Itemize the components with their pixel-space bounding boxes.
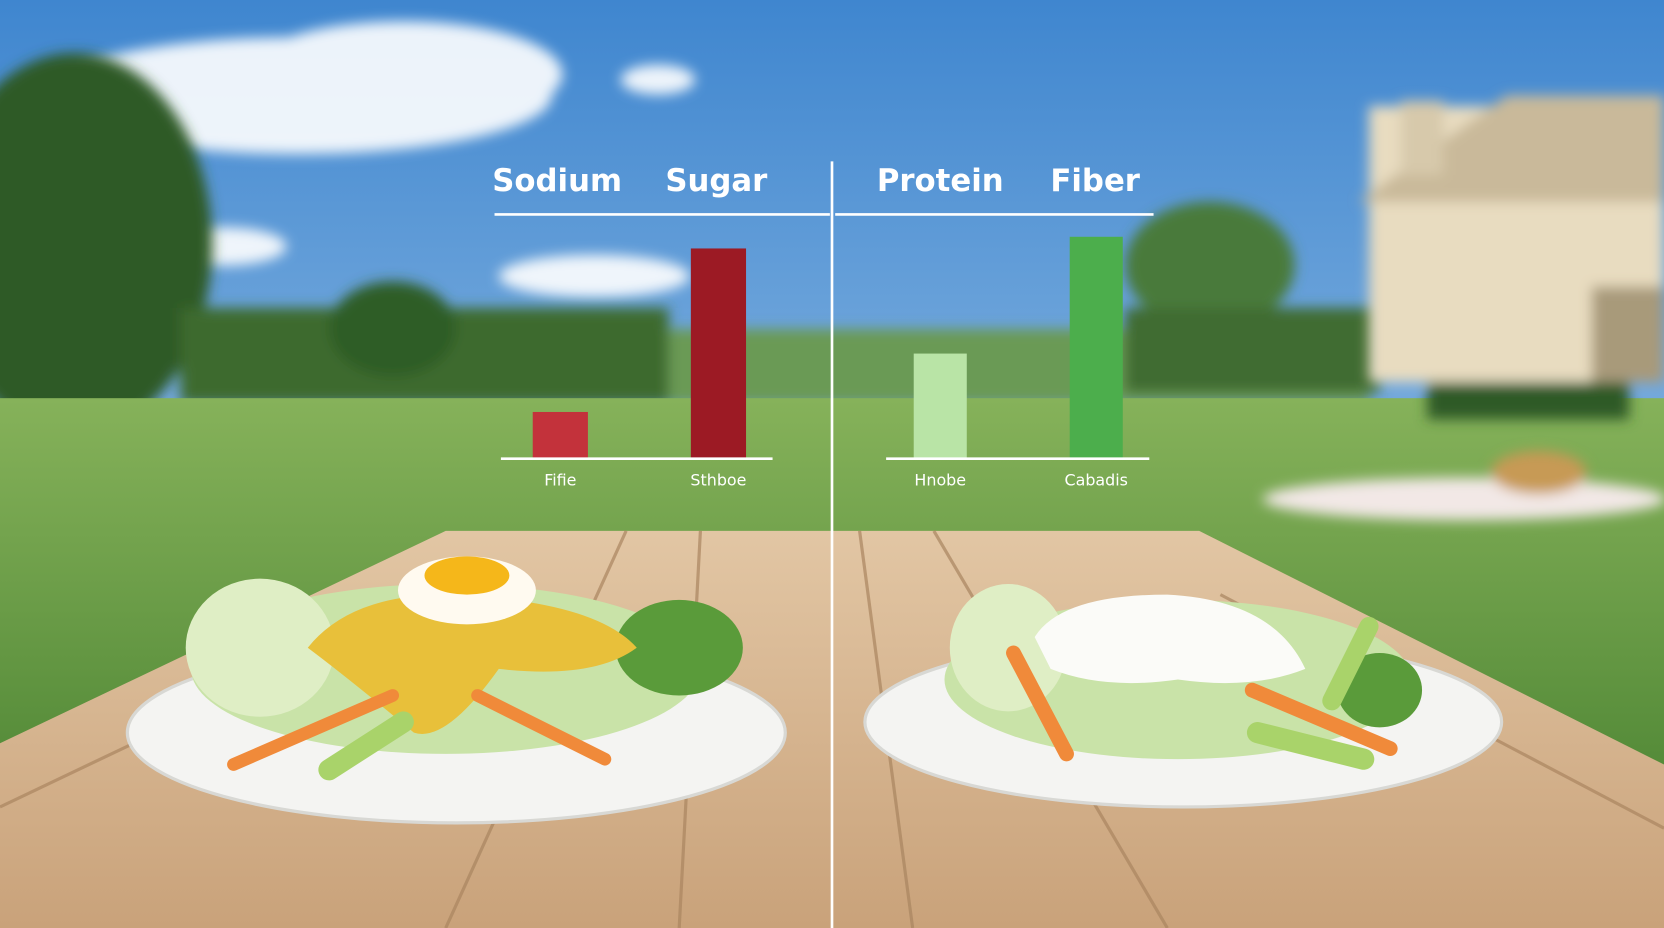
category-label: Sthboe xyxy=(690,470,746,489)
category-label: Cabadis xyxy=(1064,470,1127,489)
bar xyxy=(913,353,967,459)
bar xyxy=(1069,236,1123,459)
category-label: Fifie xyxy=(544,470,576,489)
salad-left xyxy=(185,556,743,781)
category-label: Hnobe xyxy=(914,470,966,489)
charts: Sodium Sugar Fifie Sthboe Protein Fiber Hnobe C… xyxy=(492,163,1154,489)
salad-right xyxy=(944,583,1423,770)
panel-header: Sodium xyxy=(492,163,622,199)
panel-header: Sugar xyxy=(665,163,768,199)
panel-header: Fiber xyxy=(1050,163,1140,199)
bar xyxy=(690,248,747,459)
panel-header: Protein xyxy=(877,163,1004,199)
bar xyxy=(532,411,588,459)
